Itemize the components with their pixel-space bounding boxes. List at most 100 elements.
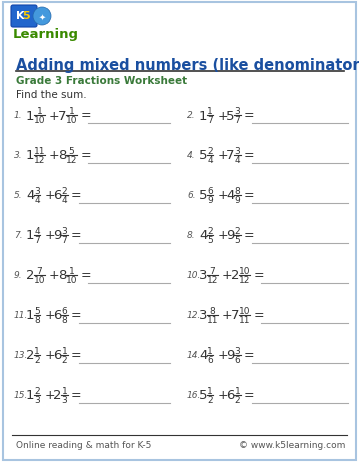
Text: 8: 8 bbox=[234, 187, 240, 195]
Text: =: = bbox=[71, 309, 81, 322]
Text: K: K bbox=[16, 11, 24, 21]
Text: 9: 9 bbox=[53, 229, 62, 242]
Text: 5: 5 bbox=[199, 149, 208, 162]
Text: 1: 1 bbox=[26, 149, 34, 162]
Text: 10: 10 bbox=[34, 116, 45, 125]
Text: 12: 12 bbox=[66, 156, 77, 165]
Text: 7: 7 bbox=[37, 266, 42, 275]
Text: 4: 4 bbox=[199, 349, 208, 362]
Text: 7: 7 bbox=[231, 309, 239, 322]
Text: 8.: 8. bbox=[187, 231, 196, 239]
Circle shape bbox=[33, 8, 51, 26]
Text: 1: 1 bbox=[199, 109, 208, 122]
Text: +: + bbox=[49, 149, 60, 162]
Text: 5: 5 bbox=[22, 11, 30, 21]
Text: 13.: 13. bbox=[14, 350, 28, 359]
Text: +: + bbox=[44, 349, 55, 362]
Text: Adding mixed numbers (like denominators): Adding mixed numbers (like denominators) bbox=[16, 58, 359, 73]
Text: =: = bbox=[71, 229, 81, 242]
Text: 5: 5 bbox=[199, 388, 208, 401]
Text: 2: 2 bbox=[34, 355, 40, 364]
Text: 1: 1 bbox=[69, 266, 75, 275]
Text: 4: 4 bbox=[62, 195, 67, 205]
Text: 2: 2 bbox=[231, 269, 239, 282]
Text: 3: 3 bbox=[62, 226, 67, 236]
Text: =: = bbox=[244, 349, 254, 362]
Text: 2: 2 bbox=[62, 355, 67, 364]
Text: 5: 5 bbox=[207, 236, 213, 244]
Text: 1: 1 bbox=[207, 346, 213, 355]
Text: =: = bbox=[71, 388, 81, 401]
Text: Learning: Learning bbox=[13, 28, 79, 41]
Text: +: + bbox=[217, 229, 228, 242]
Text: +: + bbox=[44, 309, 55, 322]
Text: 2: 2 bbox=[34, 386, 40, 395]
Text: 3: 3 bbox=[234, 346, 240, 355]
Text: 3: 3 bbox=[199, 269, 208, 282]
Text: 1: 1 bbox=[26, 229, 34, 242]
Text: 6.: 6. bbox=[187, 191, 196, 200]
Text: 2: 2 bbox=[26, 349, 34, 362]
Text: 6: 6 bbox=[53, 189, 62, 202]
Text: 7: 7 bbox=[34, 236, 40, 244]
Text: 3: 3 bbox=[62, 395, 67, 404]
Text: +: + bbox=[222, 269, 233, 282]
Text: +: + bbox=[217, 149, 228, 162]
Text: 2: 2 bbox=[208, 395, 213, 404]
Text: 10: 10 bbox=[239, 307, 250, 315]
Text: 7: 7 bbox=[210, 266, 215, 275]
Text: 9: 9 bbox=[226, 349, 235, 362]
Text: 2: 2 bbox=[62, 187, 67, 195]
Text: =: = bbox=[253, 269, 264, 282]
Text: =: = bbox=[244, 109, 254, 122]
Text: +: + bbox=[217, 388, 228, 401]
Text: Online reading & math for K-5: Online reading & math for K-5 bbox=[16, 440, 151, 449]
Text: 11: 11 bbox=[239, 315, 250, 324]
Text: 16.: 16. bbox=[187, 390, 201, 399]
Text: 8: 8 bbox=[58, 149, 66, 162]
Text: 10: 10 bbox=[66, 116, 78, 125]
Text: +: + bbox=[49, 109, 60, 122]
Text: 10.: 10. bbox=[187, 270, 201, 279]
Text: 2: 2 bbox=[26, 269, 34, 282]
Text: 1: 1 bbox=[37, 107, 42, 116]
Text: +: + bbox=[44, 388, 55, 401]
Text: 2: 2 bbox=[53, 388, 62, 401]
Text: =: = bbox=[80, 149, 91, 162]
Text: +: + bbox=[217, 109, 228, 122]
Text: 3.: 3. bbox=[14, 150, 23, 160]
Text: 7: 7 bbox=[62, 236, 67, 244]
Text: 7: 7 bbox=[226, 149, 235, 162]
Text: 5: 5 bbox=[234, 236, 240, 244]
Text: ✦: ✦ bbox=[38, 13, 46, 21]
Text: 8: 8 bbox=[58, 269, 66, 282]
Text: 4: 4 bbox=[26, 189, 34, 202]
Text: 7: 7 bbox=[234, 116, 240, 125]
Text: 4: 4 bbox=[199, 229, 208, 242]
Text: 10: 10 bbox=[34, 275, 45, 284]
Text: 6: 6 bbox=[207, 187, 213, 195]
Text: 2: 2 bbox=[235, 395, 240, 404]
Text: 3: 3 bbox=[234, 107, 240, 116]
Text: 1: 1 bbox=[62, 386, 67, 395]
Text: 6: 6 bbox=[53, 349, 62, 362]
Text: 8: 8 bbox=[34, 315, 40, 324]
Text: =: = bbox=[253, 309, 264, 322]
Text: 1: 1 bbox=[62, 346, 67, 355]
Text: 1.: 1. bbox=[14, 111, 23, 120]
Text: +: + bbox=[44, 229, 55, 242]
Text: 11.: 11. bbox=[14, 310, 28, 319]
Text: 1: 1 bbox=[207, 107, 213, 116]
Text: +: + bbox=[49, 269, 60, 282]
Text: =: = bbox=[244, 229, 254, 242]
Text: =: = bbox=[80, 269, 91, 282]
Text: 1: 1 bbox=[26, 309, 34, 322]
Text: 6: 6 bbox=[53, 309, 62, 322]
Text: +: + bbox=[217, 349, 228, 362]
Text: 9: 9 bbox=[207, 195, 213, 205]
Text: 1: 1 bbox=[234, 386, 240, 395]
Text: 6: 6 bbox=[62, 307, 67, 315]
Text: © www.k5learning.com: © www.k5learning.com bbox=[239, 440, 345, 449]
Text: =: = bbox=[244, 388, 254, 401]
Text: 2: 2 bbox=[208, 147, 213, 156]
